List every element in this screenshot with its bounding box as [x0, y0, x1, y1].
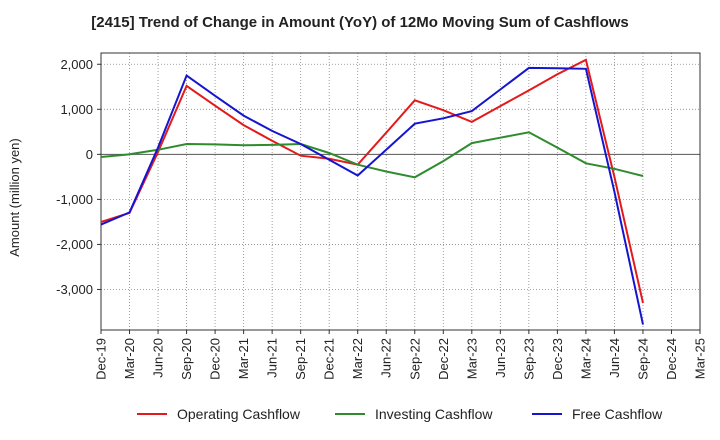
data-point — [385, 149, 387, 151]
x-tick-label: Mar-21 — [236, 338, 251, 379]
data-point — [328, 152, 330, 154]
data-point — [613, 168, 615, 170]
data-point — [186, 75, 188, 77]
data-point — [585, 162, 587, 164]
data-point — [642, 324, 644, 326]
y-tick-label: -2,000 — [56, 237, 93, 252]
x-tick-label: Mar-25 — [693, 338, 708, 379]
data-point — [442, 117, 444, 119]
x-tick-label: Mar-20 — [122, 338, 137, 379]
x-tick-label: Dec-21 — [322, 338, 337, 380]
data-point — [129, 153, 131, 155]
plot-area — [101, 53, 700, 330]
data-point — [186, 143, 188, 145]
y-tick-label: 2,000 — [60, 57, 93, 72]
y-tick-label: 1,000 — [60, 102, 93, 117]
data-point — [471, 142, 473, 144]
legend-label: Free Cashflow — [572, 406, 663, 422]
data-point — [357, 175, 359, 177]
data-point — [585, 59, 587, 61]
x-tick-label: Mar-23 — [464, 338, 479, 379]
data-point — [186, 85, 188, 87]
x-tick-label: Dec-19 — [94, 338, 109, 380]
data-point — [214, 95, 216, 97]
data-point — [556, 147, 558, 149]
data-point — [243, 144, 245, 146]
plot-border — [100, 52, 701, 331]
data-point — [442, 109, 444, 111]
data-point — [556, 67, 558, 69]
x-tick-label: Dec-23 — [550, 338, 565, 380]
data-point — [499, 137, 501, 139]
data-point — [613, 176, 615, 178]
data-point — [556, 73, 558, 75]
x-tick-label: Dec-20 — [208, 338, 223, 380]
data-point — [442, 160, 444, 162]
x-tick-label: Jun-21 — [265, 338, 280, 378]
data-point — [300, 143, 302, 145]
x-tick-label: Mar-22 — [350, 338, 365, 379]
data-point — [642, 302, 644, 304]
data-point — [414, 176, 416, 178]
x-tick-label: Sep-21 — [293, 338, 308, 380]
data-point — [271, 130, 273, 132]
data-point — [471, 121, 473, 123]
data-point — [528, 131, 530, 133]
data-point — [499, 105, 501, 107]
x-tick-label: Jun-24 — [607, 338, 622, 378]
data-point — [214, 105, 216, 107]
data-point — [100, 221, 102, 223]
data-point — [214, 143, 216, 145]
x-tick-label: Jun-23 — [493, 338, 508, 378]
data-point — [585, 68, 587, 70]
data-point — [499, 88, 501, 90]
x-tick-label: Sep-24 — [635, 338, 650, 380]
x-tick-label: Sep-20 — [179, 338, 194, 380]
data-point — [642, 175, 644, 177]
x-tick-label: Dec-22 — [436, 338, 451, 380]
data-point — [100, 224, 102, 226]
data-point — [414, 123, 416, 125]
y-axis-title: Amount (million yen) — [7, 138, 22, 257]
grid-lines — [100, 53, 701, 330]
data-point — [157, 147, 159, 149]
data-point — [471, 110, 473, 112]
y-tick-label: -3,000 — [56, 282, 93, 297]
data-point — [613, 191, 615, 193]
data-point — [271, 140, 273, 142]
x-tick-label: Mar-24 — [578, 338, 593, 379]
data-point — [100, 156, 102, 158]
x-tick-label: Jun-22 — [379, 338, 394, 378]
x-tick-label: Jun-20 — [151, 338, 166, 378]
data-point — [243, 124, 245, 126]
data-point — [528, 89, 530, 91]
data-point — [528, 67, 530, 69]
series-line-operating-cashflow — [100, 58, 644, 304]
x-tick-label: Sep-22 — [407, 338, 422, 380]
chart-title: [2415] Trend of Change in Amount (YoY) o… — [91, 14, 629, 31]
data-point — [357, 164, 359, 166]
data-point — [385, 170, 387, 172]
data-point — [414, 99, 416, 101]
data-point — [129, 211, 131, 213]
series-line-investing-cashflow — [100, 131, 644, 179]
legend-label: Operating Cashflow — [177, 406, 301, 422]
legend-label: Investing Cashflow — [375, 406, 493, 422]
data-point — [271, 144, 273, 146]
data-point — [300, 155, 302, 157]
series-line-free-cashflow — [100, 66, 644, 325]
y-tick-label: 0 — [86, 147, 93, 162]
x-tick-label: Dec-24 — [664, 338, 679, 380]
y-tick-label: -1,000 — [56, 192, 93, 207]
data-point — [243, 115, 245, 117]
x-tick-label: Sep-23 — [521, 338, 536, 380]
data-point — [328, 159, 330, 161]
data-point — [385, 132, 387, 134]
